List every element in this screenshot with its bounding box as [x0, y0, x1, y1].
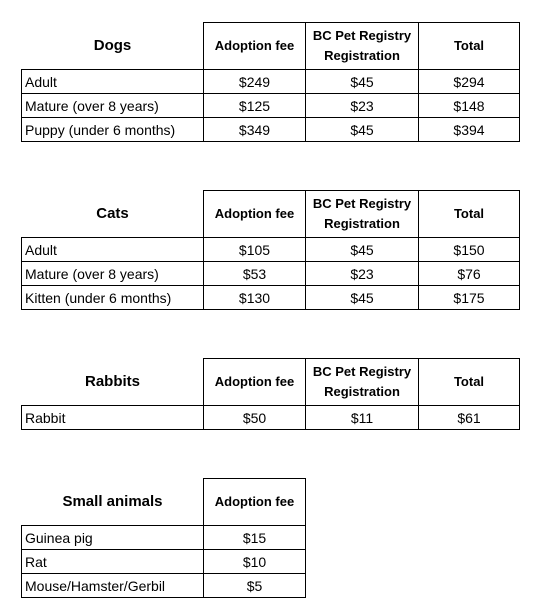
- table-row-label: Guinea pig: [21, 525, 204, 550]
- table-row-label: Rabbit: [21, 405, 204, 430]
- table-cell-fee: $130: [203, 285, 306, 310]
- table-cell-reg: $45: [305, 117, 419, 142]
- bc-registry-line1: BC Pet Registry: [312, 364, 412, 379]
- table-cell-fee: $349: [203, 117, 306, 142]
- cats-title: Cats: [96, 204, 129, 222]
- table-row-label: Mature (over 8 years): [21, 93, 204, 118]
- table-cell-total: $150: [418, 237, 520, 262]
- bc-registry-line2: Registration: [324, 384, 400, 399]
- rabbits-title: Rabbits: [84, 372, 140, 390]
- dogs-header-adoption-fee: Adoption fee: [203, 22, 306, 70]
- small-animals-header-adoption-fee: Adoption fee: [203, 478, 306, 526]
- table-cell-reg: $23: [305, 261, 419, 286]
- table-cell-total: $394: [418, 117, 520, 142]
- cats-header-bc-registry: BC Pet Registry Registration: [305, 190, 419, 238]
- table-cell-total: $61: [418, 405, 520, 430]
- table-row-label: Adult: [21, 69, 204, 94]
- rabbits-header-total: Total: [418, 358, 520, 406]
- table-cell-fee: $53: [203, 261, 306, 286]
- bc-registry-line1: BC Pet Registry: [312, 196, 412, 211]
- table-cell-fee: $50: [203, 405, 306, 430]
- dogs-header-total: Total: [418, 22, 520, 70]
- rabbits-header-bc-registry: BC Pet Registry Registration: [305, 358, 419, 406]
- small-animals-title: Small animals: [62, 492, 163, 510]
- table-cell-reg: $23: [305, 93, 419, 118]
- table-cell-total: $76: [418, 261, 520, 286]
- table-cell-fee: $125: [203, 93, 306, 118]
- table-cell-total: $294: [418, 69, 520, 94]
- table-cell-fee: $5: [203, 573, 306, 598]
- table-cell-reg: $45: [305, 69, 419, 94]
- cats-header-adoption-fee: Adoption fee: [203, 190, 306, 238]
- table-row-label: Mature (over 8 years): [21, 261, 204, 286]
- bc-registry-line1: BC Pet Registry: [312, 28, 412, 43]
- table-cell-fee: $249: [203, 69, 306, 94]
- table-cell-reg: $45: [305, 285, 419, 310]
- table-row-label: Rat: [21, 549, 204, 574]
- bc-registry-line2: Registration: [324, 48, 400, 63]
- table-cell-total: $148: [418, 93, 520, 118]
- table-row-label: Adult: [21, 237, 204, 262]
- table-row-label: Kitten (under 6 months): [21, 285, 204, 310]
- dogs-header-bc-registry: BC Pet Registry Registration: [305, 22, 419, 70]
- cats-header-total: Total: [418, 190, 520, 238]
- table-row-label: Mouse/Hamster/Gerbil: [21, 573, 204, 598]
- rabbits-header-adoption-fee: Adoption fee: [203, 358, 306, 406]
- bc-registry-line2: Registration: [324, 216, 400, 231]
- table-cell-total: $175: [418, 285, 520, 310]
- table-cell-fee: $15: [203, 525, 306, 550]
- table-cell-reg: $45: [305, 237, 419, 262]
- table-cell-fee: $105: [203, 237, 306, 262]
- dogs-title: Dogs: [93, 36, 132, 54]
- table-cell-fee: $10: [203, 549, 306, 574]
- table-row-label: Puppy (under 6 months): [21, 117, 204, 142]
- table-cell-reg: $11: [305, 405, 419, 430]
